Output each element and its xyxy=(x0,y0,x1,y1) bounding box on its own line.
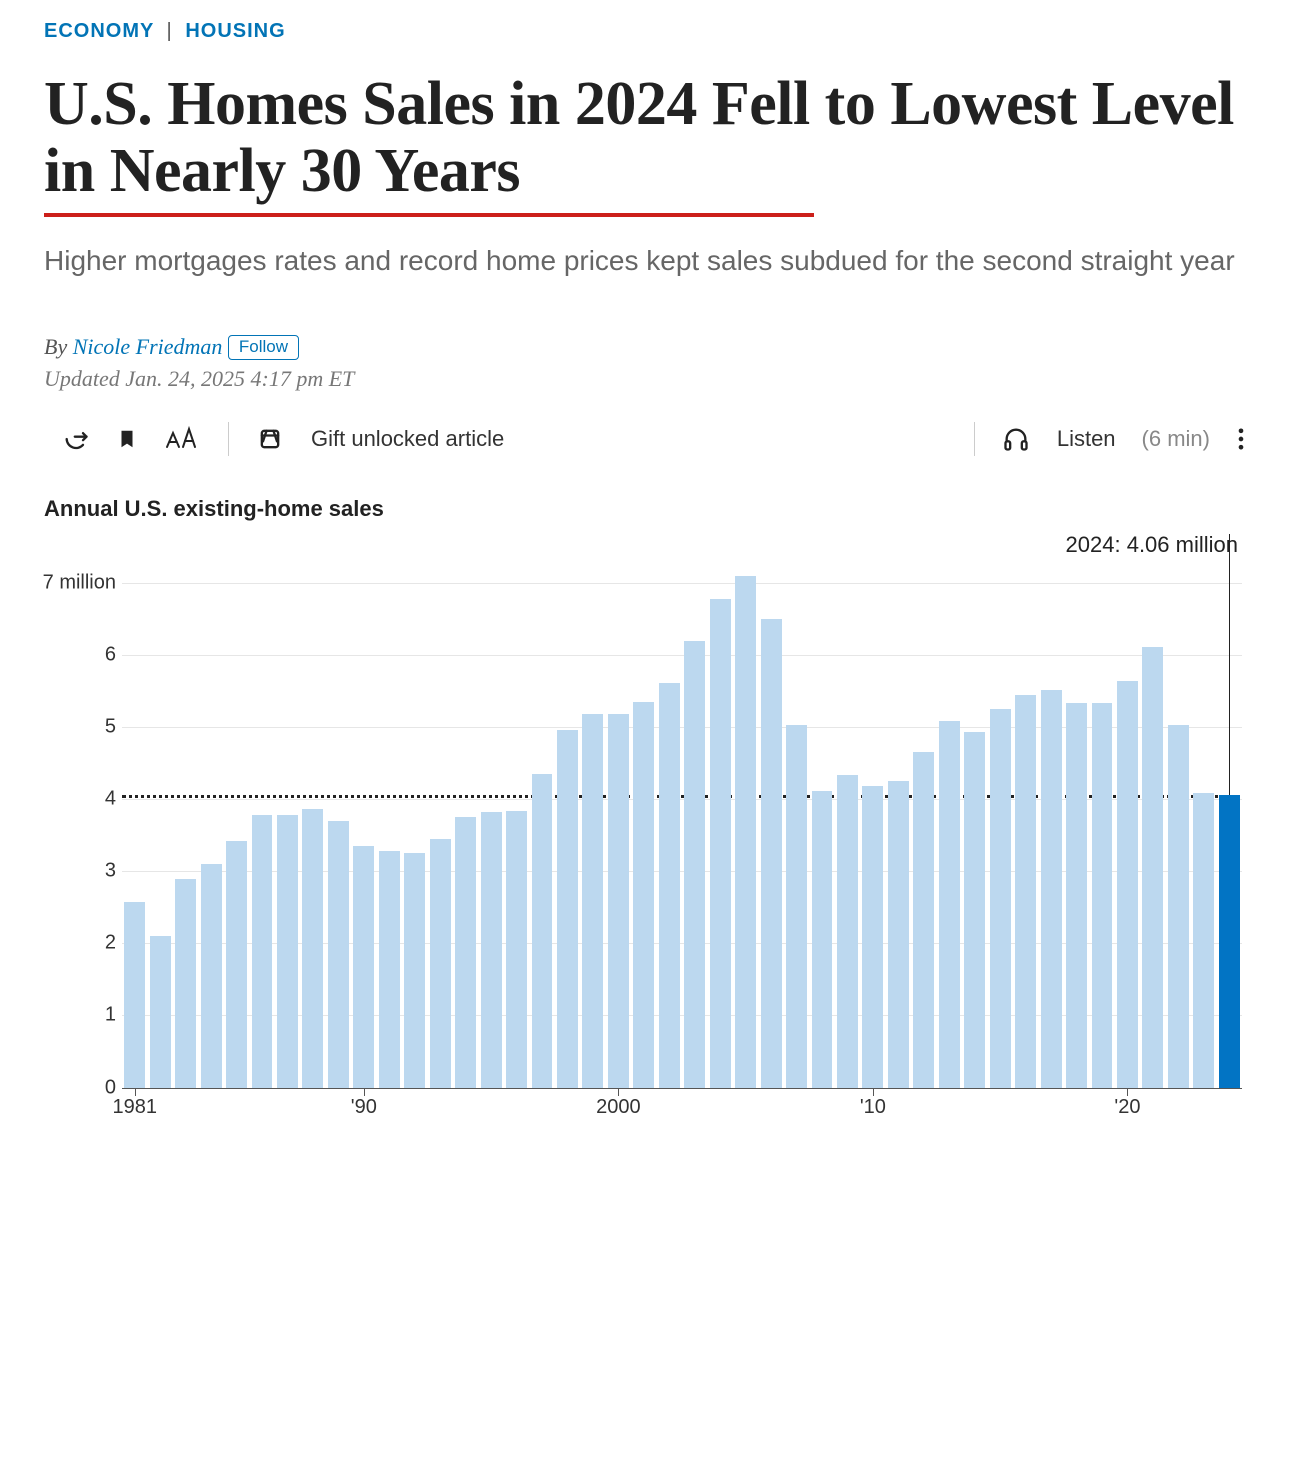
chart-bar xyxy=(430,839,451,1088)
chart-bar xyxy=(888,781,909,1088)
chart-bar xyxy=(582,714,603,1087)
chart-bar xyxy=(379,851,400,1087)
toolbar-divider xyxy=(974,422,975,456)
chart-bar xyxy=(1066,703,1087,1088)
bookmark-icon[interactable] xyxy=(116,425,138,453)
gift-label[interactable]: Gift unlocked article xyxy=(311,426,504,452)
chart-y-label: 3 xyxy=(105,860,116,883)
breadcrumb-separator: | xyxy=(161,20,179,42)
chart-title: Annual U.S. existing-home sales xyxy=(44,496,1246,522)
chart-bar xyxy=(532,774,553,1087)
chart-bar xyxy=(786,725,807,1087)
chart-bar xyxy=(557,730,578,1087)
chart-bar xyxy=(1117,681,1138,1087)
chart-bar xyxy=(608,714,629,1087)
chart-bar xyxy=(1092,703,1113,1088)
chart-bar xyxy=(964,732,985,1088)
chart-bar xyxy=(913,752,934,1088)
chart-bar xyxy=(175,879,196,1088)
chart-bar xyxy=(404,853,425,1087)
chart-y-label: 5 xyxy=(105,716,116,739)
byline: By Nicole Friedman Follow xyxy=(44,334,1246,360)
chart-bar xyxy=(353,846,374,1087)
breadcrumb-item-housing[interactable]: HOUSING xyxy=(185,20,285,42)
chart-annotation: 2024: 4.06 million xyxy=(44,532,1246,558)
chart-x-label: 1981 xyxy=(112,1096,157,1119)
chart-bar xyxy=(124,902,145,1088)
chart-bar xyxy=(862,786,883,1088)
listen-label[interactable]: Listen xyxy=(1057,426,1116,452)
page-title: U.S. Homes Sales in 2024 Fell to Lowest … xyxy=(44,71,1246,205)
chart-bar xyxy=(990,709,1011,1087)
follow-button[interactable]: Follow xyxy=(228,335,299,360)
chart-baseline xyxy=(122,1088,1242,1089)
headphones-icon[interactable] xyxy=(1001,425,1031,453)
chart-x-tick xyxy=(873,1088,874,1096)
chart-bar xyxy=(659,683,680,1088)
chart-bar xyxy=(837,775,858,1088)
chart-bar xyxy=(710,599,731,1088)
chart-bar xyxy=(506,811,527,1088)
listen-duration: (6 min) xyxy=(1142,426,1210,452)
chart-bar xyxy=(1041,690,1062,1087)
breadcrumb-item-economy[interactable]: ECONOMY xyxy=(44,20,154,42)
subheadline: Higher mortgages rates and record home p… xyxy=(44,241,1246,282)
gift-icon[interactable] xyxy=(255,425,285,453)
chart-bar xyxy=(1015,695,1036,1088)
chart-bar xyxy=(1168,725,1189,1087)
chart-bar xyxy=(1193,793,1214,1088)
chart-bar xyxy=(455,817,476,1087)
home-sales-chart: Annual U.S. existing-home sales 2024: 4.… xyxy=(44,496,1246,1122)
chart-bar xyxy=(684,641,705,1088)
chart-bar xyxy=(812,791,833,1088)
chart-bar xyxy=(633,702,654,1087)
chart-y-label: 0 xyxy=(105,1076,116,1099)
chart-bar xyxy=(939,721,960,1088)
chart-x-label: '10 xyxy=(860,1096,886,1119)
author-link[interactable]: Nicole Friedman xyxy=(73,334,223,359)
chart-bar xyxy=(150,936,171,1087)
chart-annotation-leader xyxy=(1229,534,1230,795)
chart-bar xyxy=(328,821,349,1088)
chart-y-label: 6 xyxy=(105,644,116,667)
chart-x-label: '20 xyxy=(1114,1096,1140,1119)
chart-x-label: '90 xyxy=(351,1096,377,1119)
share-icon[interactable] xyxy=(62,425,90,453)
text-size-icon[interactable] xyxy=(164,425,202,453)
chart-x-tick xyxy=(1127,1088,1128,1096)
chart-y-label: 2 xyxy=(105,932,116,955)
chart-bar xyxy=(226,841,247,1087)
headline-underline xyxy=(44,213,814,217)
chart-bar xyxy=(277,815,298,1087)
chart-bar xyxy=(252,815,273,1087)
chart-area: 1981'902000'10'20 01234567 million xyxy=(64,562,1242,1122)
chart-x-label: 2000 xyxy=(596,1096,641,1119)
dateline: Updated Jan. 24, 2025 4:17 pm ET xyxy=(44,366,1246,392)
chart-y-label: 1 xyxy=(105,1004,116,1027)
breadcrumb: ECONOMY | HOUSING xyxy=(44,20,1246,43)
chart-x-tick xyxy=(618,1088,619,1096)
chart-bar xyxy=(1142,647,1163,1088)
chart-bar xyxy=(302,809,323,1087)
chart-y-label: 7 million xyxy=(43,572,116,595)
more-icon[interactable] xyxy=(1236,425,1246,453)
chart-x-tick xyxy=(135,1088,136,1096)
chart-bar xyxy=(1219,795,1240,1088)
chart-x-tick xyxy=(364,1088,365,1096)
chart-bar xyxy=(201,864,222,1087)
chart-bar xyxy=(761,619,782,1087)
toolbar-divider xyxy=(228,422,229,456)
chart-bar xyxy=(735,576,756,1088)
chart-bar xyxy=(481,812,502,1087)
chart-y-label: 4 xyxy=(105,788,116,811)
article-toolbar: Gift unlocked article Listen (6 min) xyxy=(44,418,1246,496)
byline-by: By xyxy=(44,334,73,359)
